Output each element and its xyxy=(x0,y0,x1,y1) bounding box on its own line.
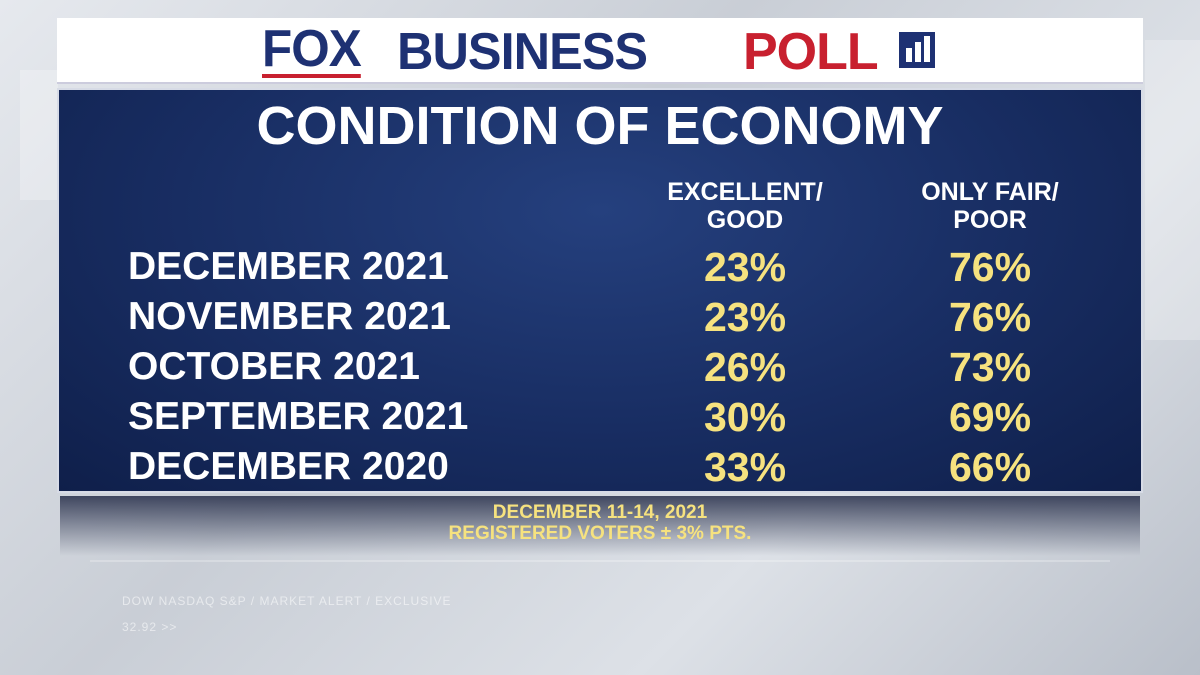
value-cell: 76% xyxy=(948,294,1032,340)
value-cell: 30% xyxy=(703,394,787,440)
background-shape xyxy=(1145,40,1200,340)
value-cell: 76% xyxy=(948,244,1032,290)
value-cell: 23% xyxy=(703,244,787,290)
row-label: DECEMBER 2020 xyxy=(128,445,449,488)
background-shape xyxy=(20,70,58,200)
row-label: SEPTEMBER 2021 xyxy=(128,395,469,438)
logo-poll: POLL xyxy=(743,23,879,81)
background-shape xyxy=(90,560,1110,562)
footer-dates: DECEMBER 11-14, 2021 xyxy=(492,502,708,523)
footer-sample: REGISTERED VOTERS ± 3% PTS. xyxy=(448,523,752,544)
background-ticker: 32.92 >> xyxy=(122,620,178,634)
value-cell: 33% xyxy=(703,444,787,490)
logo-fox: FOX xyxy=(262,20,362,78)
value-cell: 23% xyxy=(703,294,787,340)
column-header: EXCELLENT/ GOOD xyxy=(667,178,823,234)
header-banner: FOX BUSINESS POLL xyxy=(57,18,1143,84)
logo-business: BUSINESS xyxy=(397,23,648,81)
value-cell: 69% xyxy=(948,394,1032,440)
background-ticker: DOW NASDAQ S&P / MARKET ALERT / EXCLUSIV… xyxy=(122,594,452,608)
footer-shadow xyxy=(60,496,1140,556)
data-panel xyxy=(57,88,1143,493)
title: CONDITION OF ECONOMY xyxy=(256,96,944,156)
value-cell: 73% xyxy=(948,344,1032,390)
column-header: ONLY FAIR/ POOR xyxy=(921,178,1059,234)
row-label: OCTOBER 2021 xyxy=(128,345,420,388)
row-label: DECEMBER 2021 xyxy=(128,245,449,288)
value-cell: 26% xyxy=(703,344,787,390)
poll-icon xyxy=(899,32,935,68)
row-label: NOVEMBER 2021 xyxy=(128,295,451,338)
value-cell: 66% xyxy=(948,444,1032,490)
